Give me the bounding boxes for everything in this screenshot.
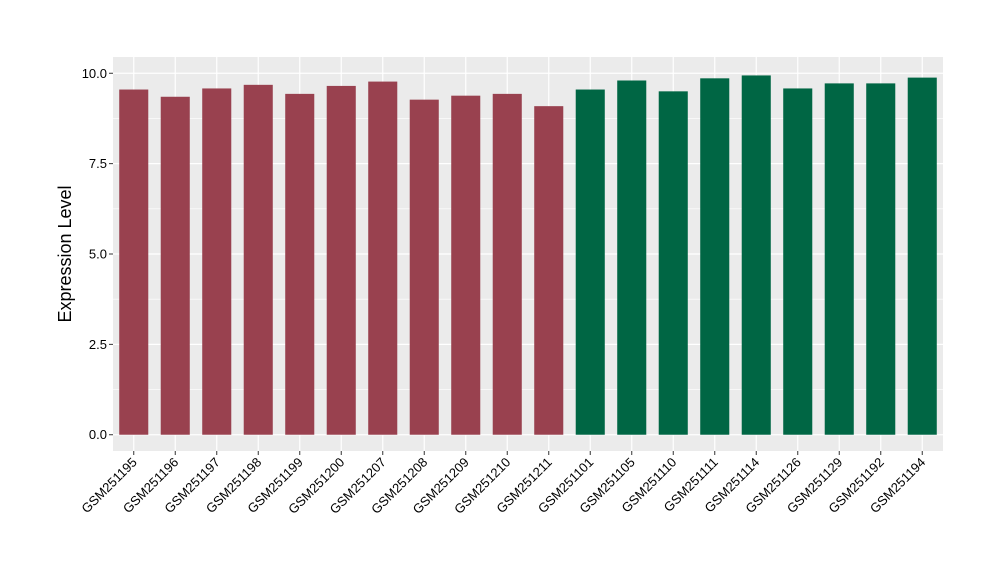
bar-GSM251197 [202,88,232,435]
bar-GSM251196 [160,96,190,435]
bar-GSM251209 [451,95,481,435]
bar-GSM251110 [658,91,688,435]
bar-GSM251114 [741,75,771,435]
y-tick-label: 10.0 [82,66,107,81]
bar-GSM251199 [285,93,315,435]
bar-GSM251211 [534,106,564,435]
y-axis: 0.0 2.5 5.0 7.5 10.0 [82,66,113,442]
bar-GSM251111 [700,78,730,435]
y-axis-title: Expression Level [55,185,75,322]
bar-GSM251210 [492,93,522,435]
bars [119,75,937,435]
bar-GSM251207 [368,81,398,435]
bar-GSM251126 [783,88,813,435]
bar-GSM251200 [326,85,356,435]
y-tick-label: 2.5 [89,337,107,352]
y-tick-label: 0.0 [89,427,107,442]
bar-GSM251198 [243,84,273,435]
bar-GSM251195 [119,89,149,435]
y-tick-label: 5.0 [89,247,107,262]
bar-GSM251101 [575,89,605,435]
bar-GSM251129 [824,83,854,435]
bar-GSM251194 [907,77,937,435]
y-tick-label: 7.5 [89,156,107,171]
bar-GSM251192 [866,83,896,435]
bar-GSM251208 [409,99,439,435]
x-axis: GSM251195GSM251196GSM251197GSM251198GSM2… [78,451,928,517]
bar-GSM251105 [617,80,647,435]
